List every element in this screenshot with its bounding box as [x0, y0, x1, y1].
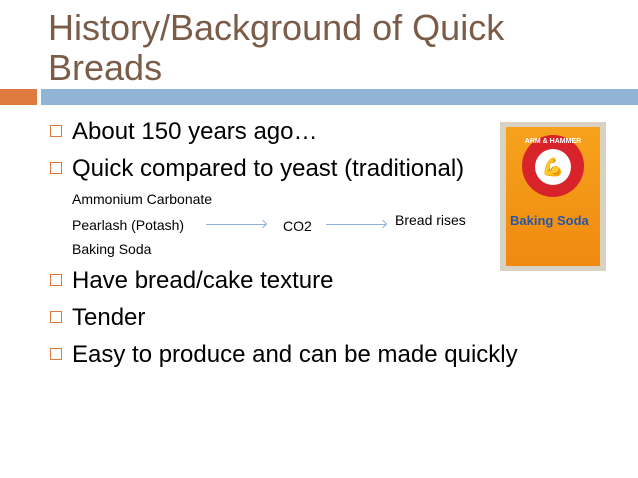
product-name: Baking Soda	[510, 213, 589, 228]
bullet-text: About 150 years ago…	[72, 118, 318, 145]
arm-hammer-logo: ARM & HAMMER 💪	[522, 135, 584, 197]
bullet-text: Tender	[72, 304, 146, 331]
package: ARM & HAMMER 💪 Baking Soda	[506, 127, 600, 266]
accent-bar-orange	[0, 89, 37, 105]
bullet-item: About 150 years ago…	[50, 118, 318, 146]
leavener-item: Ammonium Carbonate	[72, 191, 213, 207]
brand-name: ARM & HAMMER	[524, 138, 582, 145]
bullet-text: Quick compared to yeast (traditional)	[72, 155, 465, 182]
bullet-item: Easy to produce and can be made quickly	[50, 341, 518, 369]
co2-label: CO2	[283, 218, 312, 234]
arrow-icon	[326, 224, 386, 225]
arm-icon: 💪	[535, 149, 571, 185]
bullet-item: Have bread/cake texture	[50, 267, 333, 295]
bullet-text: Have bread/cake texture	[72, 267, 334, 294]
square-bullet-icon	[50, 125, 62, 137]
leavener-item: Baking Soda	[72, 241, 152, 257]
bullet-text: Easy to produce and can be made quickly	[72, 341, 518, 368]
square-bullet-icon	[50, 274, 62, 286]
bullet-item: Quick compared to yeast (traditional)	[50, 155, 464, 183]
result-label: Bread rises	[395, 212, 466, 228]
square-bullet-icon	[50, 348, 62, 360]
square-bullet-icon	[50, 162, 62, 174]
leavener-item: Pearlash (Potash)	[72, 217, 185, 233]
slide-title: History/Background of Quick Breads	[48, 7, 505, 88]
baking-soda-image: ARM & HAMMER 💪 Baking Soda	[500, 122, 606, 271]
square-bullet-icon	[50, 311, 62, 323]
arrow-icon	[206, 224, 266, 225]
bullet-item: Tender	[50, 304, 145, 332]
accent-bar-blue	[41, 89, 638, 105]
